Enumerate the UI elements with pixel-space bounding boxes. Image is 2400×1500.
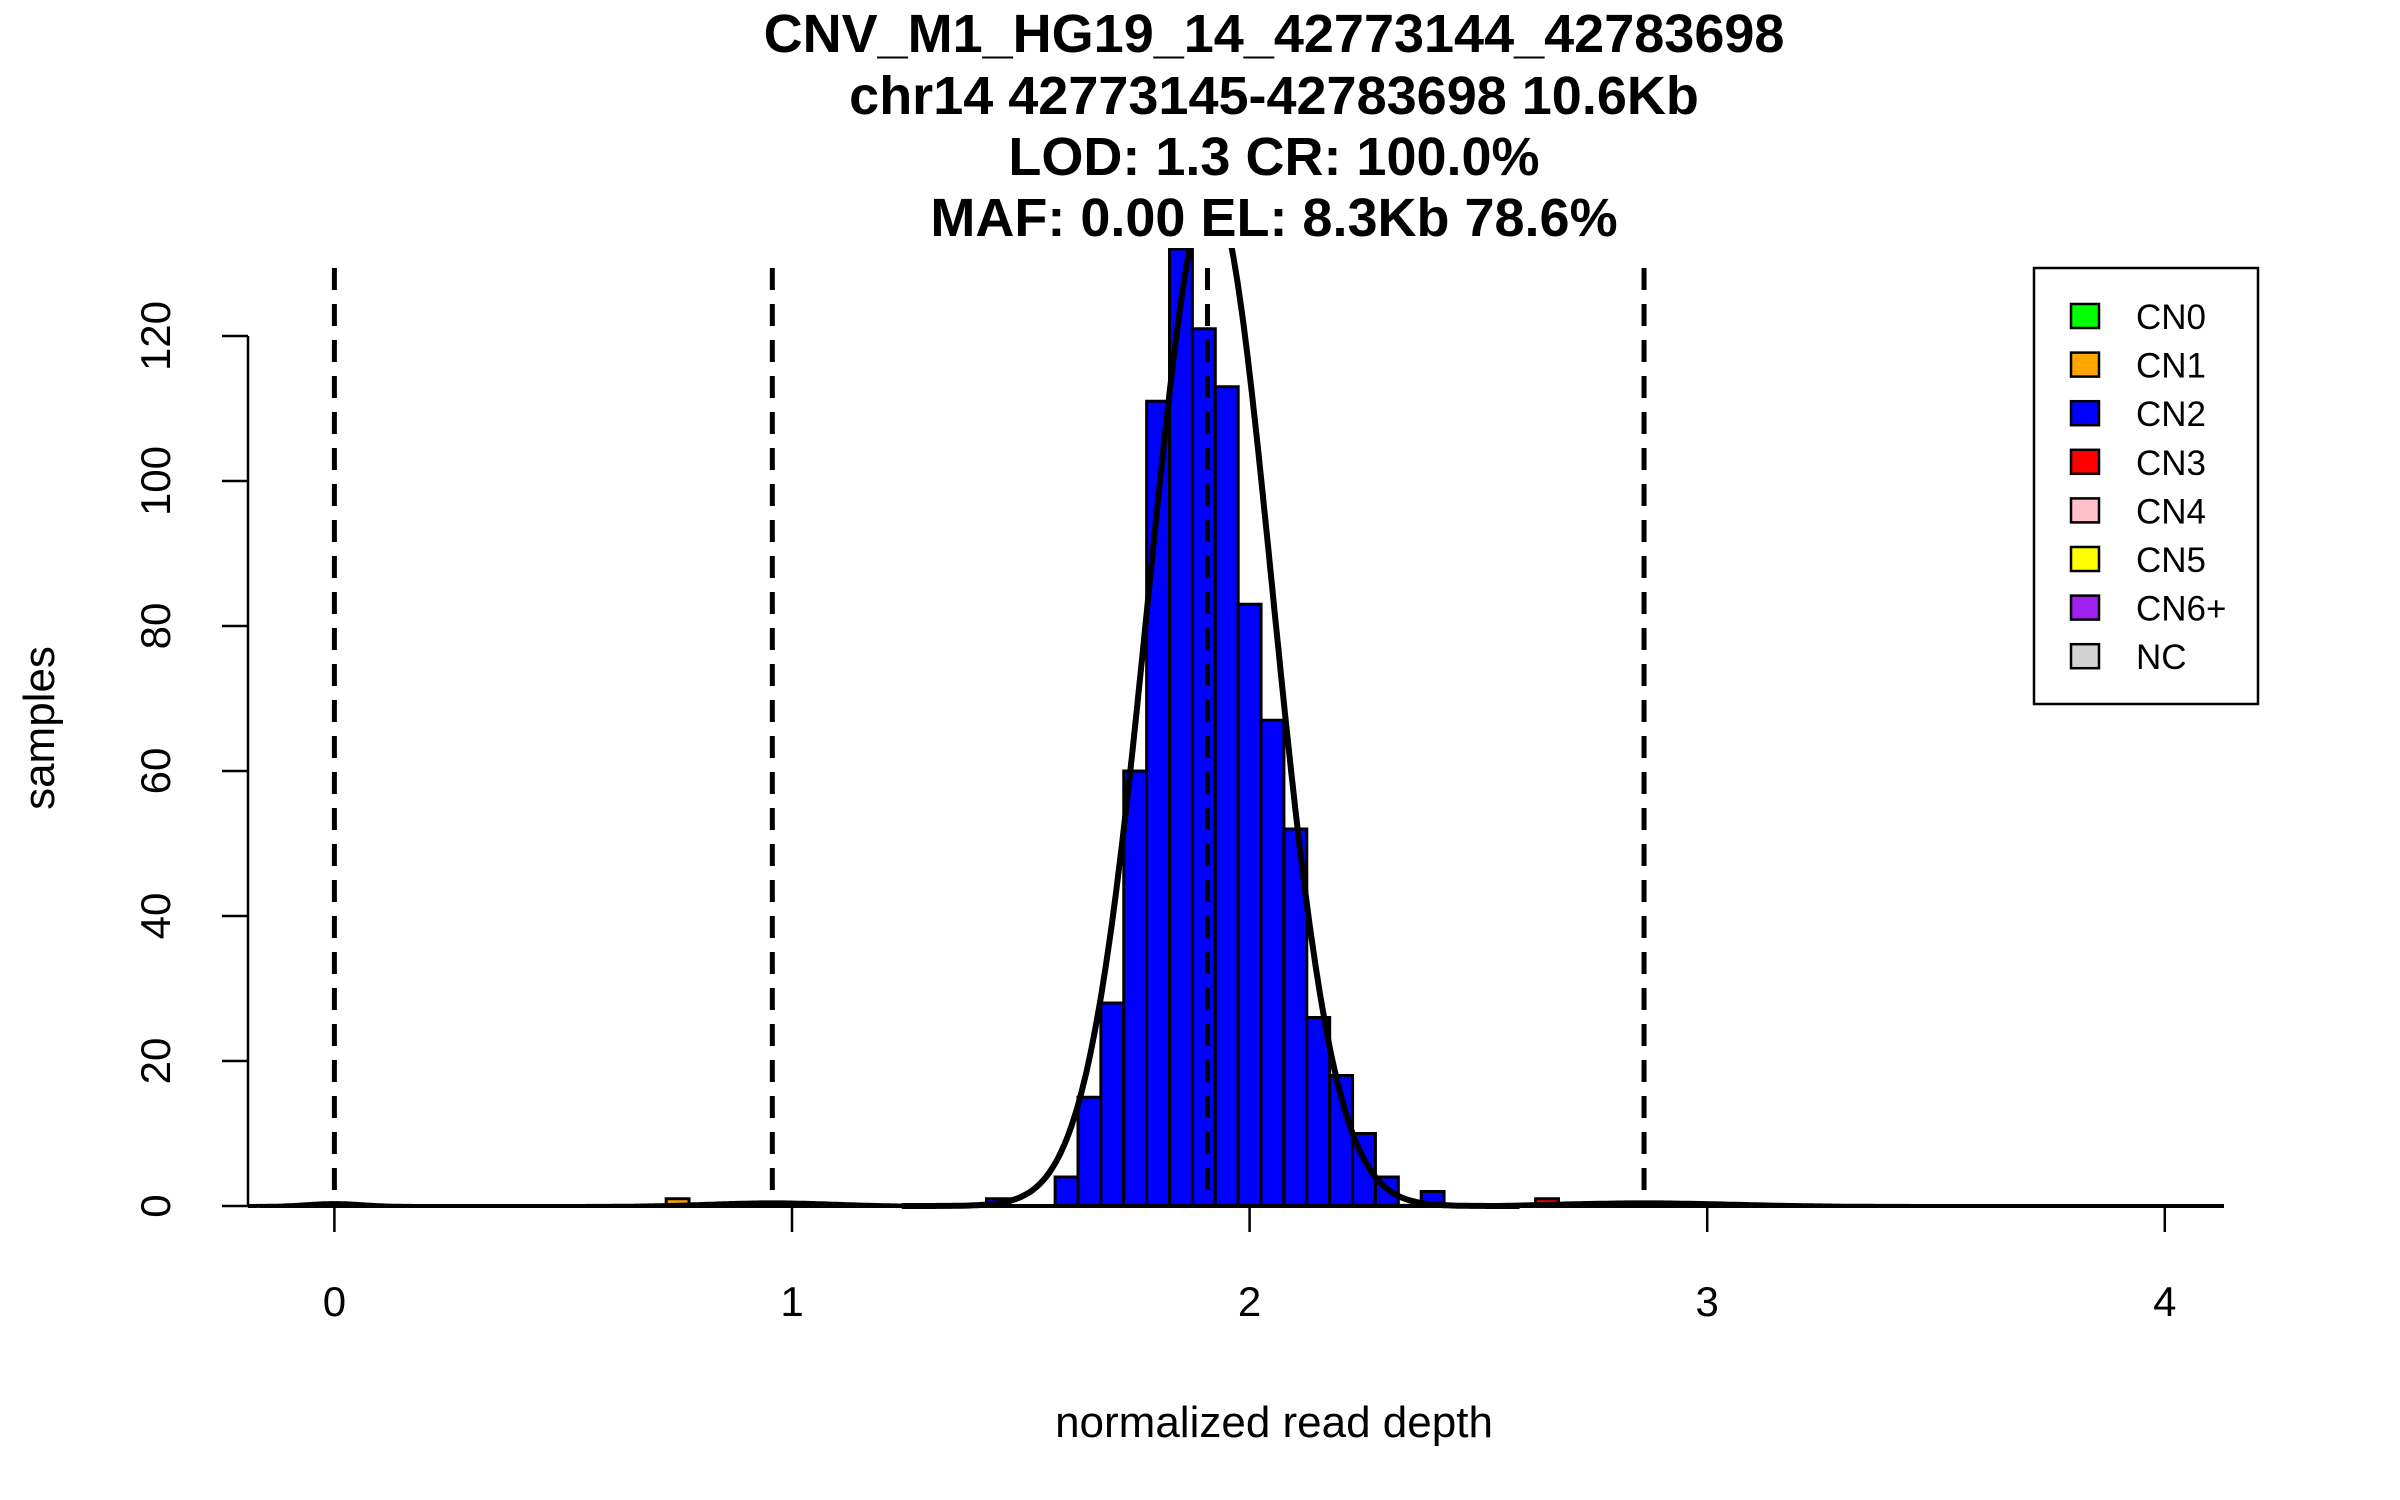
title-line-3: LOD: 1.3 CR: 100.0% [1008, 127, 1539, 187]
chart-title: CNV_M1_HG19_14_42773144_42783698 chr14 4… [764, 4, 1785, 248]
legend-swatch-cn4 [2069, 497, 2101, 524]
histogram-bar [1213, 385, 1240, 1208]
y-axis-label: samples [15, 646, 64, 810]
legend-label: CN5 [2136, 541, 2206, 580]
legend-label: CN3 [2136, 444, 2206, 483]
threshold-lines [331, 268, 1647, 1206]
title-line-2: chr14 42773145-42783698 10.6Kb [849, 66, 1699, 126]
y-tick-label: 40 [132, 893, 179, 940]
y-tick-label: 60 [132, 748, 179, 795]
y-tick-label: 0 [132, 1194, 179, 1217]
legend-label: CN2 [2136, 395, 2206, 434]
histogram-bar [1076, 1095, 1103, 1208]
x-tick-label: 0 [323, 1278, 346, 1325]
legend-label: CN4 [2136, 492, 2206, 531]
legend-box [2032, 266, 2260, 706]
legend-swatch-cn6plus [2069, 594, 2101, 621]
legend-swatch-cn3 [2069, 448, 2101, 476]
title-line-4: MAF: 0.00 EL: 8.3Kb 78.6% [930, 188, 1617, 248]
legend-label: CN0 [2136, 298, 2206, 337]
histogram-bar [1099, 1001, 1126, 1208]
legend-label: CN6+ [2136, 590, 2226, 629]
legend-swatch-cn5 [2069, 545, 2101, 573]
y-tick-label: 100 [132, 446, 179, 516]
histogram-bar [1305, 1016, 1332, 1208]
histogram-bar [1053, 1175, 1080, 1208]
legend-label: NC [2136, 638, 2187, 677]
x-tick-label: 4 [2153, 1278, 2176, 1325]
histogram-bar [1190, 327, 1217, 1208]
histogram-bar [1168, 248, 1194, 1208]
axes: 0 20 40 60 80 100 120 0 1 2 3 4 [132, 301, 2224, 1325]
histogram-bar [1259, 718, 1286, 1208]
legend-swatch-cn2 [2069, 399, 2101, 427]
legend-swatch-cn0 [2069, 302, 2101, 330]
legend-swatch-cn1 [2069, 351, 2101, 378]
y-tick-label: 80 [132, 603, 179, 650]
x-axis-label: normalized read depth [1055, 1398, 1493, 1447]
fit-density-curve [901, 248, 1520, 1209]
bars-group [664, 248, 1560, 1208]
x-tick-label: 1 [780, 1278, 803, 1325]
legend-swatch-nc [2069, 642, 2101, 670]
x-tick-label: 3 [1696, 1278, 1719, 1325]
y-tick-label: 120 [132, 301, 179, 371]
legend: CN0 CN1 CN2 CN3 CN4 CN5 CN6+ NC [2032, 266, 2260, 706]
histogram-bar [1122, 769, 1149, 1208]
legend-label: CN1 [2136, 347, 2206, 386]
histogram-bar [1236, 602, 1263, 1208]
title-line-1: CNV_M1_HG19_14_42773144_42783698 [764, 4, 1785, 64]
x-tick-label: 2 [1238, 1278, 1261, 1325]
y-tick-label: 20 [132, 1038, 179, 1085]
